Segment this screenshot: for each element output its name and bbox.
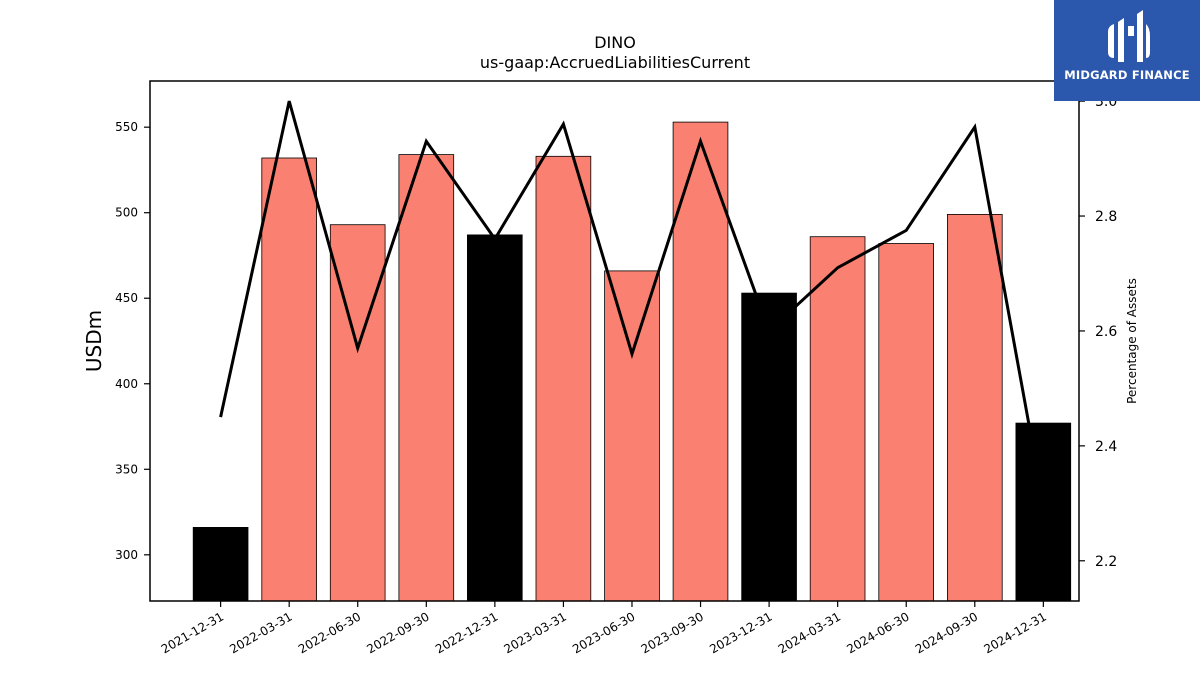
line-layer xyxy=(219,100,1045,504)
y-tick-label: 450 xyxy=(115,291,138,305)
x-tick-label: 2023-03-31 xyxy=(502,609,569,656)
x-tick-label: 2022-09-30 xyxy=(364,609,431,656)
bar-2022-12-31 xyxy=(466,234,523,602)
bar-2024-06-30 xyxy=(878,243,934,602)
x-tick-label: 2022-12-31 xyxy=(433,609,500,656)
chart-subtitle: us-gaap:AccruedLiabilitiesCurrent xyxy=(480,53,750,72)
x-tick-label: 2024-09-30 xyxy=(913,609,980,656)
bar-2023-12-31 xyxy=(741,292,797,602)
x-tick-label: 2022-03-31 xyxy=(227,609,294,656)
x-tick-label: 2024-03-31 xyxy=(776,609,843,656)
logo-text: MIDGARD FINANCE xyxy=(1064,68,1190,82)
x-tick-label: 2023-06-30 xyxy=(570,609,637,656)
x-tick-label: 2023-09-30 xyxy=(639,609,706,656)
plot-frame xyxy=(149,80,1080,602)
y2-tick-label: 2.8 xyxy=(1095,209,1117,225)
x-tick-label: 2024-12-31 xyxy=(981,609,1048,656)
x-tick-label: 2022-06-30 xyxy=(296,609,363,656)
bar-2023-03-31 xyxy=(535,155,592,602)
bars-layer xyxy=(192,121,1072,602)
x-tick-label: 2021-12-31 xyxy=(159,609,226,656)
x-tick-label: 2024-06-30 xyxy=(844,609,911,656)
bar-2022-09-30 xyxy=(398,154,455,602)
bar-2021-12-31 xyxy=(192,527,249,602)
y-axis-label: USDm xyxy=(82,310,106,372)
y2-tick-label: 2.6 xyxy=(1095,324,1117,340)
x-tick-label: 2023-12-31 xyxy=(707,609,774,656)
y-tick-label: 500 xyxy=(115,206,138,220)
y-tick-label: 550 xyxy=(115,120,138,134)
y2-axis: 2.22.42.62.83.0 xyxy=(1079,94,1117,570)
bar-2022-03-31 xyxy=(261,157,317,602)
bar-2024-03-31 xyxy=(809,236,866,602)
y2-tick-label: 2.4 xyxy=(1095,439,1117,455)
y-tick-label: 400 xyxy=(115,377,138,391)
chart-title: DINO xyxy=(594,33,636,52)
y-tick-label: 350 xyxy=(115,462,138,476)
bar-2024-09-30 xyxy=(947,213,1003,602)
bar-2024-12-31 xyxy=(1015,422,1072,602)
y2-tick-label: 2.2 xyxy=(1095,554,1117,570)
x-axis: 2021-12-31 2022-03-31 2022-06-30 2022-09-30… xyxy=(159,601,1049,656)
brand-logo: MIDGARD FINANCE xyxy=(1054,0,1200,101)
y2-axis-label: Percentage of Assets xyxy=(1125,278,1139,404)
logo-mark-icon xyxy=(1108,10,1150,62)
y-axis: 300 350 400 450 500 550 xyxy=(115,120,150,562)
bar-2023-06-30 xyxy=(604,270,660,602)
percentage-line xyxy=(219,100,1045,504)
y-tick-label: 300 xyxy=(115,548,138,562)
